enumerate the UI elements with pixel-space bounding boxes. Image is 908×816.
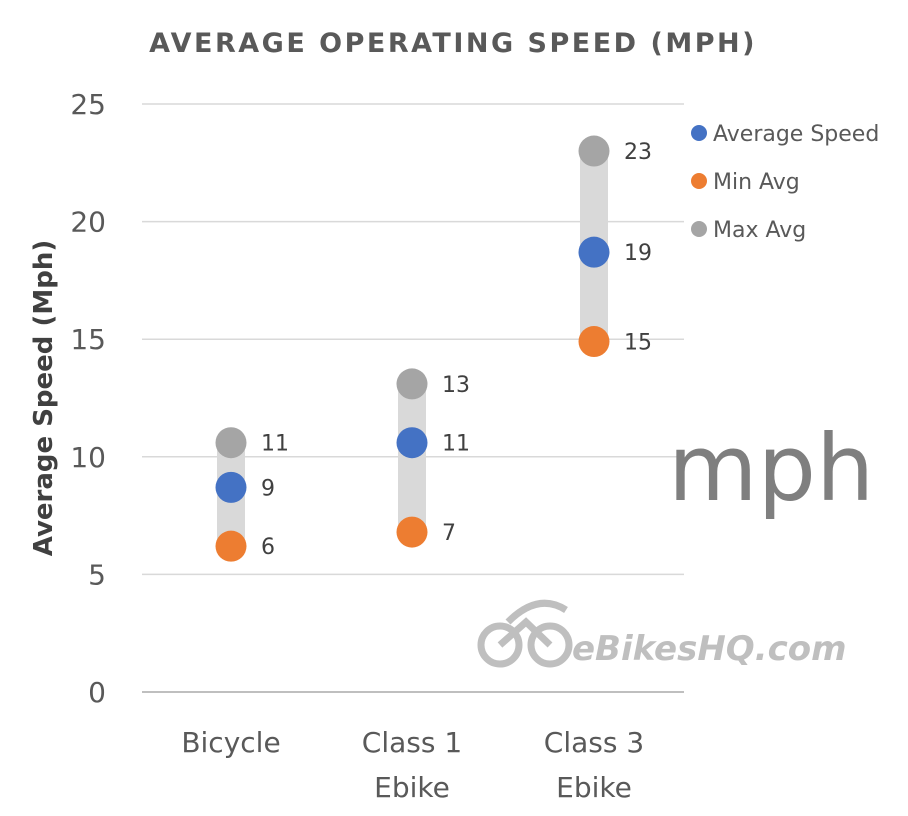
x-tick-label: Ebike bbox=[556, 771, 632, 804]
data-point bbox=[215, 427, 247, 459]
data-label: 19 bbox=[624, 241, 652, 266]
x-tick-label: Class 1 bbox=[362, 726, 462, 759]
data-label: 6 bbox=[261, 535, 275, 560]
data-label: 11 bbox=[261, 432, 289, 457]
watermark-text: eBikesHQ.com bbox=[572, 629, 847, 669]
y-axis-label: Average Speed (Mph) bbox=[29, 240, 59, 556]
x-tick-label: Bicycle bbox=[181, 726, 280, 759]
y-tick-label: 5 bbox=[88, 558, 106, 591]
legend-label: Max Avg bbox=[713, 218, 806, 243]
data-point bbox=[215, 530, 247, 562]
watermark: eBikesHQ.com bbox=[477, 599, 847, 669]
data-label: 13 bbox=[442, 373, 470, 398]
legend-marker bbox=[691, 221, 707, 237]
x-tick-label: Ebike bbox=[374, 771, 450, 804]
legend-marker bbox=[691, 125, 707, 141]
data-point bbox=[396, 368, 428, 400]
x-tick-label: Class 3 bbox=[544, 726, 644, 759]
data-point bbox=[578, 135, 610, 167]
y-tick-label: 20 bbox=[70, 206, 106, 239]
legend-label: Min Avg bbox=[713, 170, 800, 195]
chart-title: AVERAGE OPERATING SPEED (MPH) bbox=[149, 28, 757, 59]
unit-annotation: mph bbox=[668, 415, 874, 522]
data-point bbox=[396, 427, 428, 459]
data-label-layer: 11 13 23 6 7 15 9 11 19 bbox=[261, 140, 652, 560]
legend-marker bbox=[691, 173, 707, 189]
legend-label: Average Speed bbox=[713, 122, 879, 147]
data-point bbox=[215, 471, 247, 503]
data-point bbox=[578, 326, 610, 358]
y-tick-label: 15 bbox=[70, 323, 106, 356]
data-label: 7 bbox=[442, 521, 456, 546]
y-tick-label: 25 bbox=[70, 88, 106, 121]
axis-layer: 0 5 10 15 20 25 Bicycle Class 1 Ebike Class 3 Ebik… bbox=[70, 88, 644, 804]
point-layer bbox=[215, 135, 610, 562]
range-bar-layer bbox=[217, 151, 608, 547]
data-label: 11 bbox=[442, 432, 470, 457]
data-point bbox=[396, 516, 428, 548]
y-tick-label: 10 bbox=[70, 441, 106, 474]
data-label: 23 bbox=[624, 140, 652, 165]
data-label: 15 bbox=[624, 331, 652, 356]
data-label: 9 bbox=[261, 476, 275, 501]
data-point bbox=[578, 236, 610, 268]
y-tick-label: 0 bbox=[88, 676, 106, 709]
motorcycle-icon bbox=[477, 599, 573, 668]
legend: Average Speed Min Avg Max Avg bbox=[691, 122, 879, 243]
